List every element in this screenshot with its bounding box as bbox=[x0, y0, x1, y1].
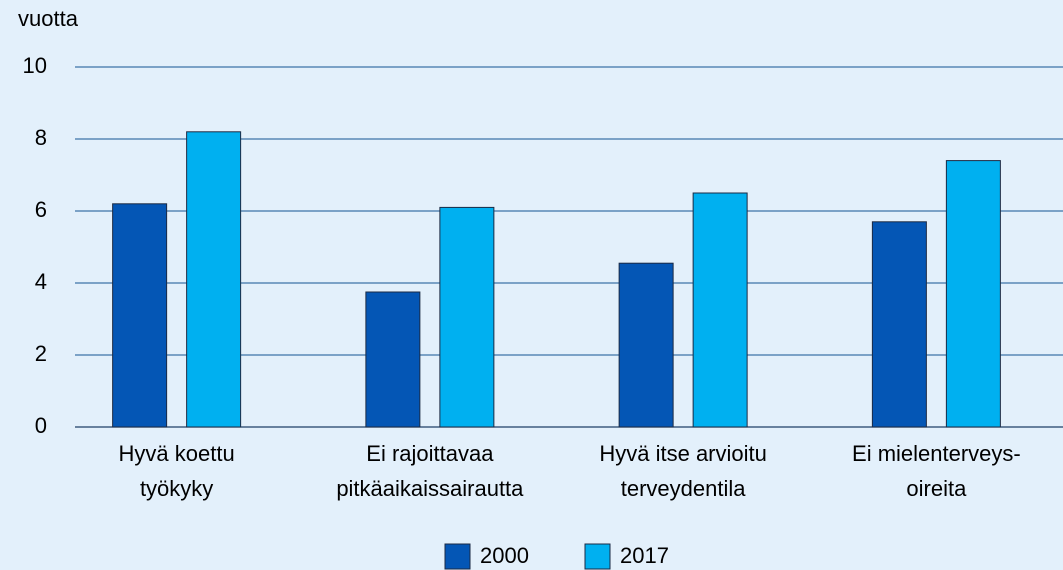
bar bbox=[692, 192, 748, 428]
y-tick-label: 6 bbox=[35, 197, 47, 222]
bar bbox=[365, 291, 421, 428]
bar bbox=[871, 221, 927, 428]
x-tick-label: työkyky bbox=[140, 476, 213, 501]
bar bbox=[186, 131, 242, 428]
x-tick-label: pitkäaikaissairautta bbox=[336, 476, 524, 501]
legend-label: 2017 bbox=[620, 543, 669, 568]
bar bbox=[945, 160, 1001, 428]
legend-swatch bbox=[444, 543, 471, 570]
y-tick-label: 4 bbox=[35, 269, 47, 294]
y-tick-label: 8 bbox=[35, 125, 47, 150]
bar bbox=[439, 206, 495, 428]
x-tick-label: oireita bbox=[906, 476, 967, 501]
x-tick-label: terveydentila bbox=[621, 476, 747, 501]
bar bbox=[618, 262, 674, 428]
legend-label: 2000 bbox=[480, 543, 529, 568]
y-tick-label: 10 bbox=[23, 53, 47, 78]
x-tick-label: Ei mielenterveys- bbox=[852, 441, 1021, 466]
bar bbox=[112, 203, 168, 428]
y-tick-label: 0 bbox=[35, 413, 47, 438]
x-tick-label: Hyvä itse arvioitu bbox=[599, 441, 767, 466]
legend-swatch bbox=[584, 543, 611, 570]
y-tick-label: 2 bbox=[35, 341, 47, 366]
x-tick-label: Hyvä koettu bbox=[119, 441, 235, 466]
y-axis-label: vuotta bbox=[18, 6, 79, 31]
x-tick-label: Ei rajoittavaa bbox=[366, 441, 494, 466]
